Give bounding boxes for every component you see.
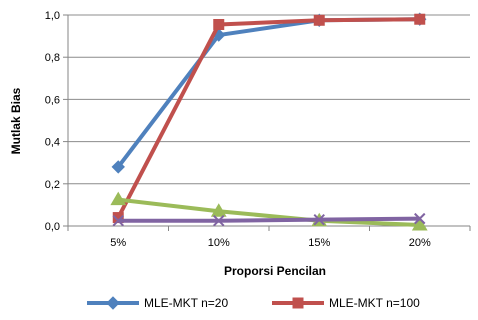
- data-point-marker: [213, 18, 225, 30]
- series-line: [118, 197, 420, 227]
- data-point-marker: [112, 215, 124, 227]
- series-lines: [110, 12, 428, 231]
- series-2: [112, 13, 426, 224]
- data-point-marker: [313, 14, 325, 26]
- data-point-marker: [313, 213, 325, 226]
- x-tick-label: 10%: [208, 237, 230, 249]
- y-tick-label: 0,6: [45, 94, 60, 106]
- x-tick-label: 15%: [308, 237, 330, 249]
- legend-label: MLE-MKT n=100: [329, 296, 420, 310]
- series-1: [111, 12, 427, 174]
- data-point-marker: [210, 203, 227, 217]
- data-point-marker: [106, 296, 120, 310]
- y-tick-label: 1,0: [45, 10, 60, 22]
- data-point-marker: [292, 297, 304, 309]
- series-4: [112, 212, 426, 227]
- tick-labels: 0,0 0,2 0,4 0,6 0,8 1,0 5% 10% 15% 20%: [45, 10, 431, 249]
- legend-item: MLE-MKT n=100: [272, 296, 420, 310]
- data-point-marker: [414, 212, 426, 225]
- grid-lines: [68, 14, 470, 185]
- data-point-marker: [213, 215, 225, 227]
- data-point-marker: [414, 13, 426, 25]
- legend-label: MLE-MKT n=20: [144, 296, 228, 310]
- x-tick-label: 5%: [110, 237, 126, 249]
- y-tick-label: 0,4: [45, 137, 60, 149]
- y-axis-title: Mutlak Bias: [9, 87, 23, 154]
- series-line: [118, 216, 420, 223]
- series-line: [116, 17, 420, 169]
- y-tick-label: 0,2: [45, 179, 60, 191]
- data-point-marker: [110, 191, 127, 206]
- x-axis-title: Proporsi Pencilan: [224, 264, 326, 278]
- legend: MLE-MKT n=20 MLE-MKT n=100: [87, 296, 420, 310]
- y-tick-label: 0,8: [45, 52, 60, 64]
- legend-item: MLE-MKT n=20: [87, 296, 228, 310]
- series-line: [116, 17, 420, 219]
- data-point-marker: [111, 160, 125, 174]
- x-tick-label: 20%: [409, 237, 431, 249]
- series-3: [110, 191, 428, 231]
- data-point-marker: [411, 216, 428, 231]
- y-tick-label: 0,0: [45, 221, 60, 233]
